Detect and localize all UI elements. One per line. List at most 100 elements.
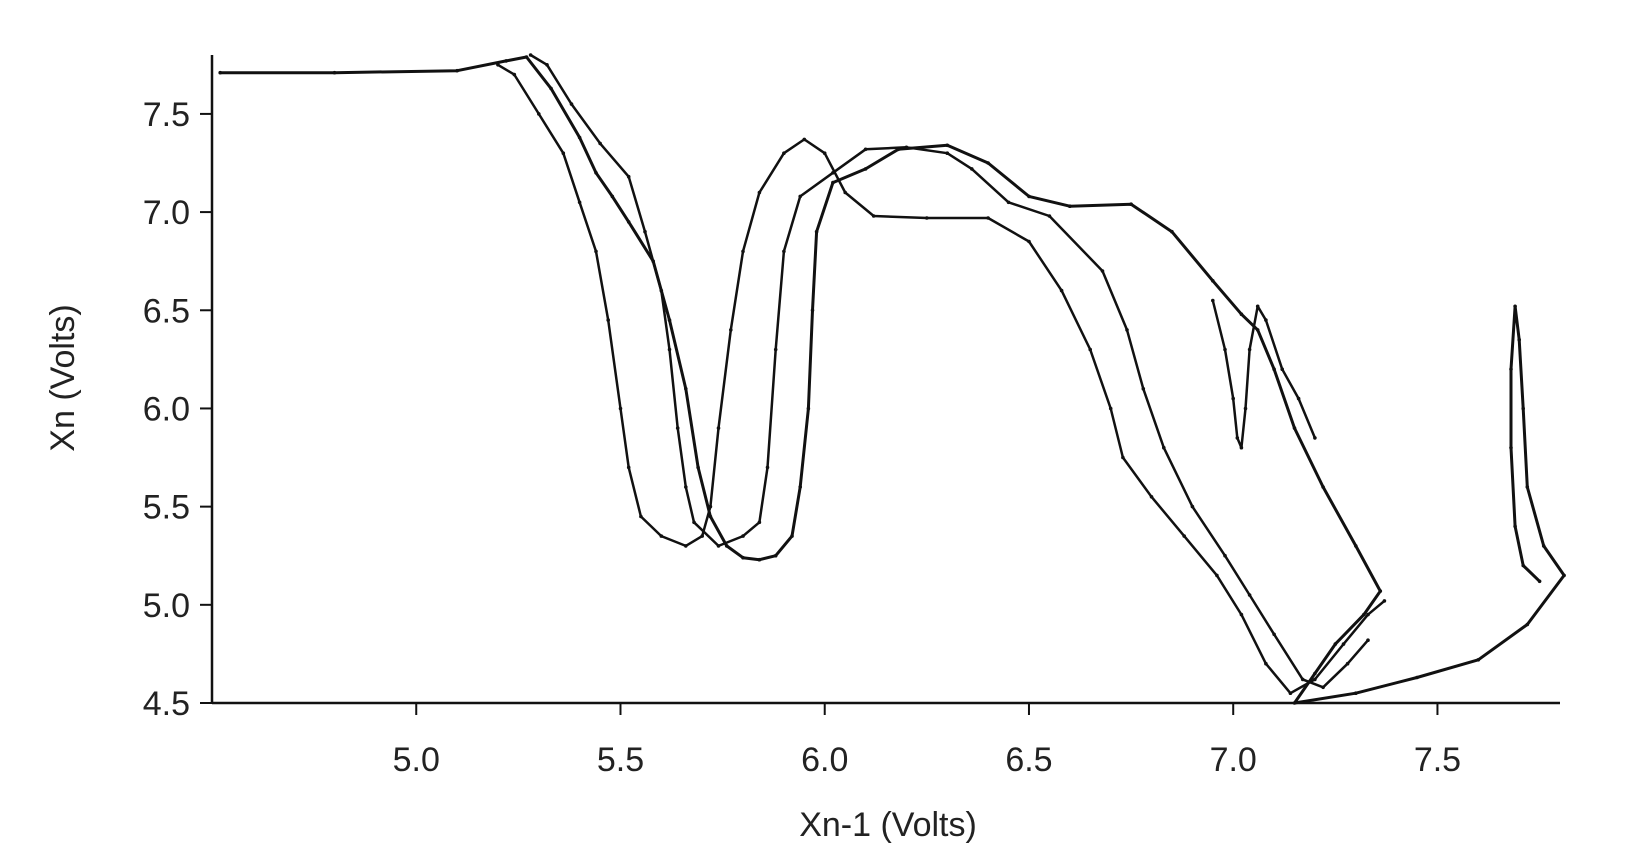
data-point bbox=[1006, 200, 1011, 205]
data-point bbox=[1088, 347, 1092, 352]
data-point bbox=[1354, 544, 1358, 548]
x-tick-label: 5.0 bbox=[393, 741, 440, 779]
data-point bbox=[1211, 279, 1215, 283]
data-point bbox=[741, 555, 745, 560]
data-point bbox=[1513, 524, 1517, 529]
series-line-4 bbox=[1211, 299, 1317, 449]
data-point bbox=[1162, 445, 1166, 450]
data-point bbox=[1541, 544, 1546, 548]
data-point bbox=[1125, 328, 1129, 332]
data-point bbox=[524, 55, 529, 59]
data-point bbox=[1280, 367, 1284, 372]
data-point bbox=[659, 288, 664, 293]
data-point bbox=[1341, 642, 1346, 646]
data-point bbox=[945, 143, 950, 148]
data-point bbox=[1517, 337, 1521, 342]
data-point bbox=[626, 174, 631, 179]
data-point bbox=[1068, 204, 1072, 208]
data-point bbox=[1366, 612, 1370, 617]
x-tick-label: 6.0 bbox=[801, 741, 848, 779]
data-point bbox=[496, 63, 500, 67]
data-point bbox=[716, 426, 721, 430]
data-point bbox=[1170, 229, 1174, 234]
data-point bbox=[871, 214, 876, 218]
data-point bbox=[577, 135, 582, 140]
data-point bbox=[643, 229, 647, 234]
data-point bbox=[708, 514, 713, 519]
y-ticks: 4.5 5.0 5.5 6.0 6.5 7.0 7.5 bbox=[143, 96, 212, 723]
data-point bbox=[537, 112, 541, 116]
data-point bbox=[1521, 563, 1525, 568]
series-layer bbox=[218, 53, 1566, 705]
data-point bbox=[598, 141, 602, 146]
series-line-1 bbox=[218, 55, 1566, 705]
data-point bbox=[512, 72, 517, 77]
data-point bbox=[1129, 202, 1133, 206]
data-point bbox=[986, 161, 990, 165]
x-tick-label: 7.5 bbox=[1414, 741, 1461, 779]
data-point bbox=[1239, 445, 1244, 450]
data-point bbox=[692, 520, 696, 525]
data-point bbox=[757, 520, 762, 525]
data-point bbox=[684, 544, 688, 548]
data-point bbox=[1345, 661, 1350, 666]
data-point bbox=[626, 220, 631, 224]
data-point bbox=[1223, 347, 1227, 352]
data-point bbox=[455, 68, 459, 73]
data-point bbox=[1525, 485, 1530, 489]
data-point bbox=[782, 249, 786, 254]
data-point bbox=[1239, 312, 1244, 317]
data-point bbox=[1525, 622, 1530, 627]
data-point bbox=[667, 347, 672, 352]
data-point bbox=[569, 102, 574, 106]
data-point bbox=[925, 216, 929, 220]
x-tick-label: 6.5 bbox=[1005, 741, 1052, 779]
data-point bbox=[594, 249, 598, 254]
data-point bbox=[1121, 455, 1125, 460]
data-point bbox=[1272, 632, 1276, 637]
data-point bbox=[1182, 534, 1186, 538]
data-point bbox=[1059, 288, 1064, 293]
data-point bbox=[594, 171, 598, 175]
data-point bbox=[1333, 642, 1338, 646]
data-point bbox=[1027, 194, 1031, 199]
data-point bbox=[1255, 328, 1260, 332]
data-point bbox=[1235, 436, 1240, 440]
data-point bbox=[741, 249, 745, 254]
data-point bbox=[741, 534, 745, 538]
data-point bbox=[528, 53, 533, 57]
data-point bbox=[1296, 396, 1301, 401]
data-point bbox=[1366, 638, 1370, 642]
data-point bbox=[716, 544, 721, 548]
data-point bbox=[863, 167, 868, 171]
data-point bbox=[1247, 593, 1252, 597]
data-point bbox=[970, 167, 974, 171]
x-tick-label: 7.0 bbox=[1210, 741, 1257, 779]
data-point bbox=[1255, 304, 1260, 309]
data-point bbox=[831, 180, 835, 185]
data-point bbox=[1190, 504, 1195, 509]
data-point bbox=[1215, 573, 1219, 578]
data-point bbox=[667, 318, 672, 322]
data-point bbox=[700, 534, 704, 538]
y-tick-label: 6.5 bbox=[143, 292, 190, 330]
x-ticks: 5.0 5.5 6.0 6.5 7.0 7.5 bbox=[393, 703, 1461, 779]
data-point bbox=[1264, 661, 1268, 666]
data-point bbox=[1243, 406, 1248, 411]
data-point bbox=[549, 86, 553, 91]
data-point bbox=[814, 229, 819, 234]
data-point bbox=[773, 347, 778, 352]
data-point bbox=[1239, 612, 1244, 617]
data-point bbox=[561, 151, 566, 155]
data-point bbox=[1027, 239, 1031, 244]
data-point bbox=[1362, 612, 1366, 617]
data-point bbox=[782, 151, 786, 155]
data-point bbox=[332, 70, 337, 75]
data-point bbox=[773, 553, 778, 558]
data-point bbox=[729, 328, 733, 332]
data-point bbox=[1231, 396, 1235, 401]
y-tick-label: 7.5 bbox=[143, 96, 190, 134]
data-point bbox=[1513, 304, 1517, 309]
data-point bbox=[1509, 445, 1513, 450]
